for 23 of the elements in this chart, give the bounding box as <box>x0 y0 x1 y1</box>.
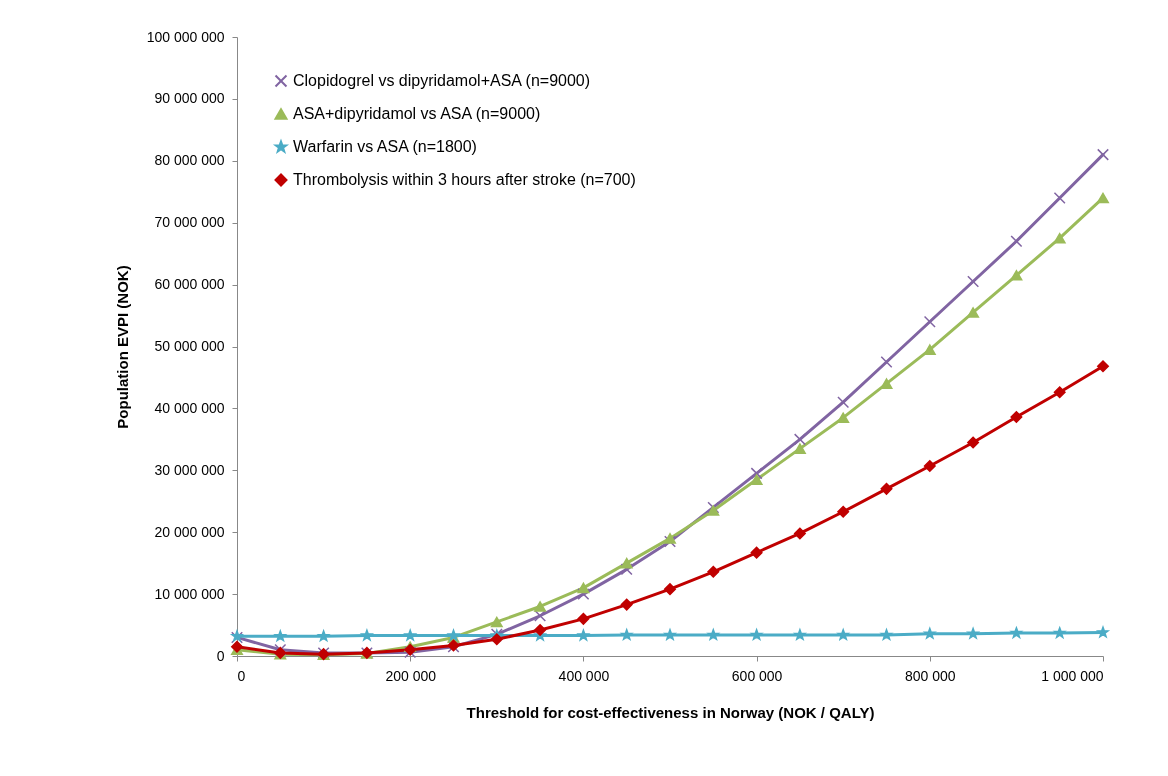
x-tick-label: 0 <box>237 667 246 684</box>
legend-label: Warfarin vs ASA (n=1800) <box>293 138 477 155</box>
y-axis-title: Population EVPI (NOK) <box>113 265 131 429</box>
x-tick-label: 600 000 <box>731 667 783 684</box>
x-axis-title: Threshold for cost-effectiveness in Norway (NOK / QALY) <box>466 703 875 721</box>
y-tick-label: 20 000 000 <box>154 523 225 540</box>
y-tick-label: 70 000 000 <box>154 214 225 231</box>
y-tick-label: 10 000 000 <box>154 585 225 602</box>
y-tick-label: 40 000 000 <box>154 399 225 416</box>
y-tick-label: 50 000 000 <box>154 338 225 354</box>
x-tick-label: 200 000 <box>385 667 437 684</box>
y-tick-label: 80 000 000 <box>154 152 225 169</box>
x-tick-label: 400 000 <box>558 667 610 684</box>
y-tick-label: 60 000 000 <box>154 276 225 293</box>
legend-label: Clopidogrel vs dipyridamol+ASA (n=9000) <box>293 72 591 89</box>
x-tick-label: 1 000 000 <box>1041 667 1104 684</box>
x-tick-label: 800 000 <box>905 667 956 684</box>
legend-label: Thrombolysis within 3 hours after stroke (n=700) <box>293 171 636 188</box>
y-tick-label: 100 000 000 <box>146 28 225 45</box>
y-tick-label: 30 000 000 <box>154 461 225 478</box>
y-tick-label: 0 <box>216 647 225 664</box>
legend-label: ASA+dipyridamol vs ASA (n=9000) <box>293 105 541 122</box>
y-tick-label: 90 000 000 <box>154 90 225 107</box>
